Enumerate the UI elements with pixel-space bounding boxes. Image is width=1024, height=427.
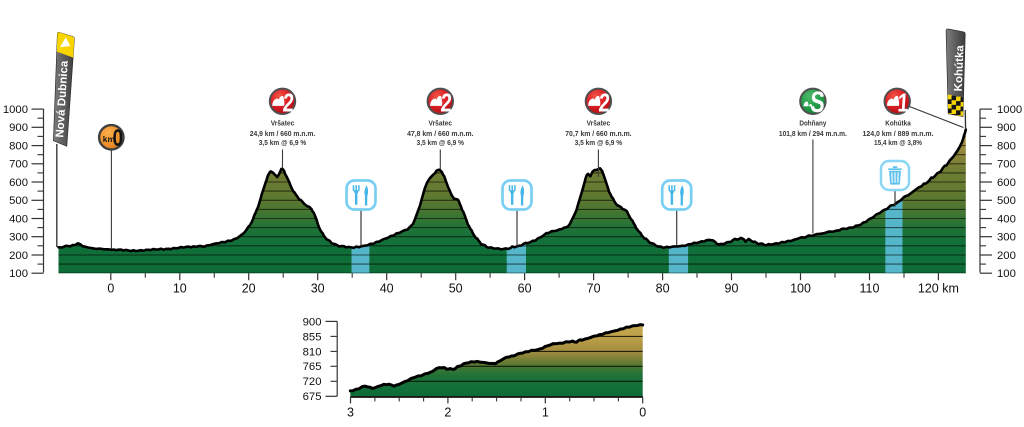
svg-text:101,8 km / 294 m.n.m.: 101,8 km / 294 m.n.m. — [779, 129, 847, 138]
svg-text:765: 765 — [303, 361, 322, 373]
svg-text:600: 600 — [9, 177, 28, 189]
svg-text:300: 300 — [997, 232, 1016, 244]
svg-text:km: km — [103, 134, 115, 144]
svg-text:600: 600 — [997, 177, 1016, 189]
svg-text:3,5 km @ 6,9 %: 3,5 km @ 6,9 % — [575, 138, 623, 147]
svg-text:Kohútka: Kohútka — [953, 44, 967, 91]
svg-text:100: 100 — [790, 282, 811, 296]
svg-text:Vršatec: Vršatec — [429, 119, 453, 128]
svg-text:3,5 km @ 6,9 %: 3,5 km @ 6,9 % — [259, 138, 307, 147]
svg-text:800: 800 — [997, 141, 1016, 153]
svg-text:10: 10 — [173, 282, 187, 296]
svg-text:0: 0 — [639, 406, 646, 420]
svg-text:S: S — [810, 87, 826, 119]
svg-text:50: 50 — [449, 282, 463, 296]
svg-text:900: 900 — [9, 122, 28, 134]
svg-text:3: 3 — [347, 406, 354, 420]
svg-text:1000: 1000 — [997, 104, 1022, 116]
svg-text:300: 300 — [9, 232, 28, 244]
svg-text:40: 40 — [380, 282, 394, 296]
svg-text:810: 810 — [303, 346, 322, 358]
svg-text:100: 100 — [997, 268, 1016, 280]
svg-text:0: 0 — [107, 282, 114, 296]
svg-text:400: 400 — [9, 213, 28, 225]
svg-text:675: 675 — [303, 391, 322, 403]
svg-text:90: 90 — [725, 282, 739, 296]
svg-text:100: 100 — [9, 268, 28, 280]
svg-text:200: 200 — [997, 250, 1016, 262]
svg-text:2: 2 — [444, 406, 451, 420]
svg-text:855: 855 — [303, 331, 322, 343]
svg-text:70: 70 — [587, 282, 601, 296]
svg-text:47,8 km / 660 m.n.m.: 47,8 km / 660 m.n.m. — [407, 129, 473, 138]
svg-text:2: 2 — [440, 88, 453, 117]
svg-text:Vršatec: Vršatec — [587, 119, 611, 128]
svg-text:2: 2 — [282, 88, 295, 117]
svg-text:Vršatec: Vršatec — [271, 119, 295, 128]
svg-text:1: 1 — [897, 88, 910, 117]
svg-text:900: 900 — [997, 122, 1016, 134]
svg-text:500: 500 — [9, 195, 28, 207]
svg-text:24,9 km / 660 m.n.m.: 24,9 km / 660 m.n.m. — [250, 129, 316, 138]
svg-text:500: 500 — [997, 195, 1016, 207]
svg-text:700: 700 — [9, 159, 28, 171]
svg-text:900: 900 — [303, 316, 322, 328]
svg-text:0: 0 — [113, 125, 123, 152]
svg-text:80: 80 — [656, 282, 670, 296]
svg-text:2: 2 — [598, 88, 611, 117]
svg-text:3,5 km @ 6,9 %: 3,5 km @ 6,9 % — [417, 138, 465, 147]
svg-text:15,4 km @ 3,8%: 15,4 km @ 3,8% — [874, 138, 922, 147]
svg-text:Nová Dubnica: Nová Dubnica — [54, 60, 71, 138]
svg-text:200: 200 — [9, 250, 28, 262]
svg-text:720: 720 — [303, 376, 322, 388]
svg-text:1: 1 — [542, 406, 549, 420]
svg-text:60: 60 — [518, 282, 532, 296]
svg-text:120 km: 120 km — [918, 282, 959, 296]
svg-text:124,0 km / 889 m.n.m.: 124,0 km / 889 m.n.m. — [863, 129, 934, 138]
svg-text:20: 20 — [242, 282, 256, 296]
svg-text:400: 400 — [997, 213, 1016, 225]
svg-text:Kohútka: Kohútka — [885, 119, 911, 128]
svg-text:110: 110 — [860, 282, 880, 296]
svg-text:70,7 km / 660 m.n.m.: 70,7 km / 660 m.n.m. — [565, 129, 631, 138]
svg-text:Dohňany: Dohňany — [799, 119, 827, 128]
svg-text:700: 700 — [997, 159, 1016, 171]
svg-text:1000: 1000 — [3, 104, 28, 116]
svg-text:800: 800 — [9, 141, 28, 153]
svg-text:30: 30 — [311, 282, 325, 296]
